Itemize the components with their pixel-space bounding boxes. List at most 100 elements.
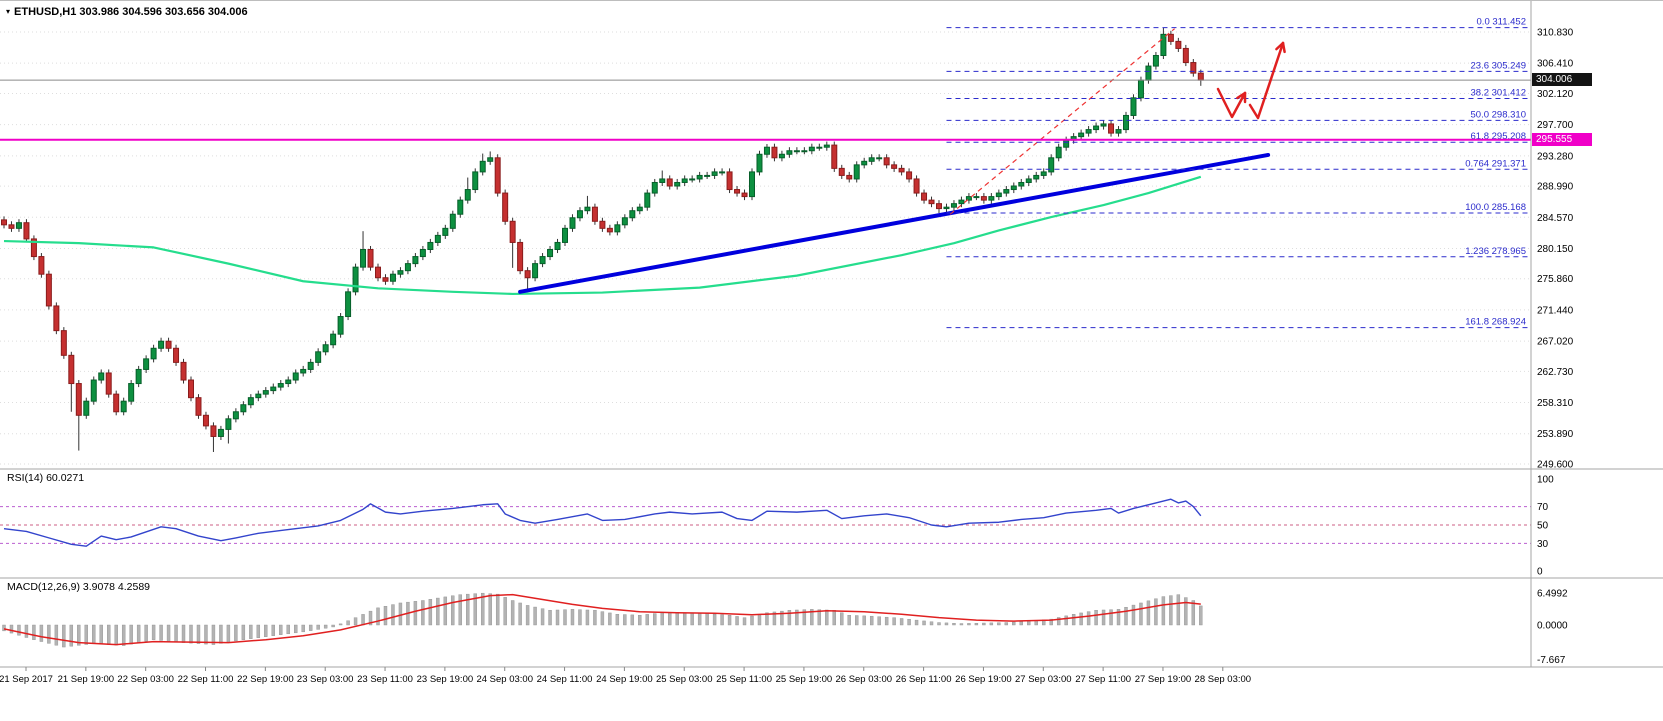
candle-body [346,292,351,317]
candle-body [495,158,500,193]
candle-body [46,274,51,306]
candle-body [458,200,463,214]
macd-histogram-bar [945,623,948,625]
macd-histogram-bar [279,625,282,635]
candle-body [398,271,403,275]
macd-histogram-bar [556,610,559,625]
candle-body [570,218,575,229]
time-axis-label: 26 Sep 11:00 [896,674,952,685]
macd-histogram-bar [339,624,342,625]
candle-body [712,172,717,176]
forecast-arrowhead [1283,43,1285,52]
macd-histogram-bar [47,625,50,643]
time-axis-label: 22 Sep 19:00 [237,674,294,685]
price-axis-label: 302.120 [1537,89,1574,100]
fib-level-label: 100.0 285.168 [1465,202,1526,213]
candle-body [1011,186,1016,190]
macd-histogram-bar [17,625,20,635]
candle-body [787,151,792,155]
time-axis-label: 23 Sep 11:00 [357,674,413,685]
candle-body [540,257,545,264]
price-axis-label: 253.890 [1537,429,1574,440]
time-axis-label: 23 Sep 19:00 [417,674,474,685]
macd-histogram-bar [257,625,260,638]
macd-histogram-bar [997,623,1000,625]
time-axis-label: 23 Sep 03:00 [297,674,354,685]
price-axis-label: 297.700 [1537,120,1574,131]
candle-body [1116,130,1121,134]
macd-histogram-bar [631,615,634,625]
macd-histogram-bar [885,617,888,625]
candle-body [1019,182,1024,186]
macd-histogram-bar [1102,610,1105,625]
candle-body [1153,55,1158,66]
candle-body [884,158,889,165]
fib-level-label: 161.8 268.924 [1465,317,1526,328]
candle-body [271,387,276,391]
candle-body [84,401,89,415]
candle-body [974,197,979,198]
candle-body [263,391,268,395]
candle-body [697,175,702,179]
macd-histogram-bar [511,601,514,626]
candle-body [592,207,597,221]
candle-body [802,151,807,152]
candle-body [1124,115,1129,129]
macd-histogram-bar [586,610,589,625]
candle-body [435,235,440,242]
macd-histogram-bar [264,625,267,637]
rsi-axis-label: 70 [1537,502,1549,513]
macd-histogram-bar [332,625,335,627]
magenta-level-tag: 295.555 [1532,133,1592,146]
macd-histogram-bar [908,619,911,625]
macd-histogram-bar [249,625,252,639]
macd-histogram-bar [85,625,88,644]
macd-histogram-bar [938,623,941,625]
macd-histogram-bar [751,616,754,625]
candle-body [585,207,590,211]
macd-histogram-bar [175,625,178,642]
candle-body [779,154,784,158]
candle-body [914,179,919,193]
candle-body [839,168,844,175]
macd-histogram-bar [167,625,170,641]
macd-axis-label: 6.4992 [1537,589,1568,600]
macd-histogram-bar [923,621,926,625]
macd-indicator-label: MACD(12,26,9) 3.9078 4.2589 [7,581,150,593]
candle-body [577,211,582,218]
candle-body [413,257,418,264]
candle-body [286,380,291,384]
candle-body [525,271,530,278]
time-axis-label: 22 Sep 11:00 [178,674,234,685]
candle-body [428,242,433,249]
macd-histogram-bar [653,614,656,625]
macd-axis-label: -7.667 [1537,655,1566,666]
candle-body [405,264,410,271]
candle-body [443,228,448,235]
candle-body [390,274,395,281]
time-axis-label: 27 Sep 03:00 [1015,674,1072,685]
candle-body [630,211,635,218]
macd-histogram-bar [1110,610,1113,625]
rsi-axis-label: 100 [1537,475,1554,486]
macd-histogram-bar [758,614,761,625]
macd-histogram-bar [668,613,671,625]
price-axis-label: 271.440 [1537,305,1574,316]
candle-body [510,221,515,242]
macd-histogram-bar [302,625,305,632]
macd-axis-label: 0.0000 [1537,621,1568,632]
price-axis-label: 280.150 [1537,244,1574,255]
macd-histogram-bar [698,613,701,625]
fib-level-label: 1.236 278.965 [1465,246,1526,257]
macd-histogram-bar [377,608,380,625]
macd-histogram-bar [324,625,327,628]
macd-histogram-bar [713,614,716,625]
macd-histogram-bar [990,623,993,625]
price-axis-label: 267.020 [1537,337,1574,348]
macd-histogram-bar [204,625,207,644]
candle-body [720,172,725,173]
candle-body [181,362,186,380]
candle-body [293,373,298,380]
